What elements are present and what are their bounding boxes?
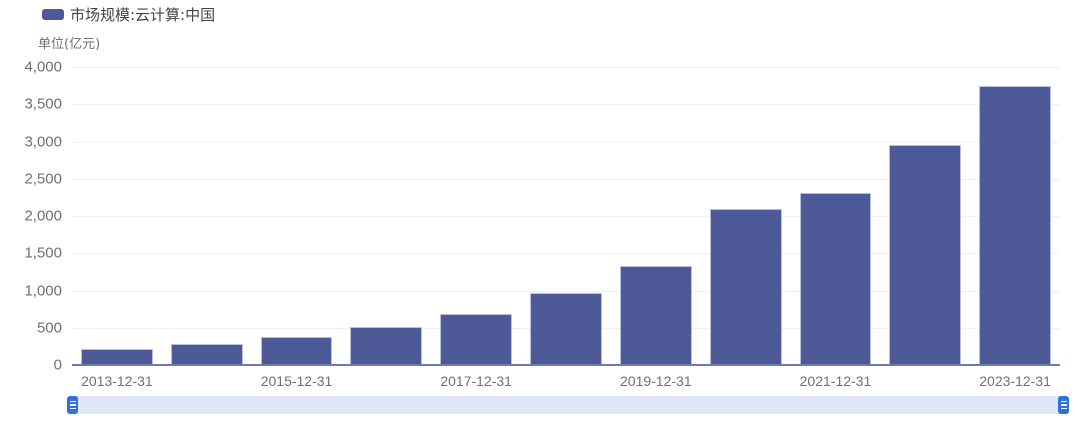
x-tick-label: 2021-12-31 bbox=[799, 373, 872, 389]
y-tick-label: 2,500 bbox=[24, 170, 62, 188]
bar-2016-12-31[interactable] bbox=[350, 327, 423, 365]
bar-2018-12-31[interactable] bbox=[530, 293, 602, 365]
bar-2014-12-31[interactable] bbox=[170, 344, 243, 365]
x-axis-line bbox=[72, 364, 1060, 366]
y-tick-label: 1,000 bbox=[24, 282, 62, 299]
y-axis-unit-label: 单位(亿元) bbox=[38, 37, 101, 52]
gridline bbox=[72, 216, 1060, 217]
bar-2019-12-31[interactable] bbox=[619, 265, 692, 365]
legend-label: 市场规模:云计算:中国 bbox=[70, 6, 216, 24]
y-tick-label: 4,000 bbox=[24, 58, 62, 76]
x-tick-label: 2017-12-31 bbox=[440, 373, 512, 389]
gridline bbox=[72, 179, 1060, 180]
bar-2022-12-31[interactable] bbox=[889, 145, 962, 365]
bar-2015-12-31[interactable] bbox=[260, 337, 333, 365]
legend-swatch bbox=[42, 9, 64, 20]
gridline bbox=[72, 253, 1060, 254]
gridline bbox=[72, 291, 1060, 292]
legend-item[interactable]: 市场规模:云计算:中国 bbox=[42, 4, 215, 25]
bar-2021-12-31[interactable] bbox=[799, 192, 872, 365]
x-tick-label: 2019-12-31 bbox=[620, 373, 692, 389]
gridline bbox=[72, 67, 1060, 68]
y-tick-label: 3,500 bbox=[24, 95, 62, 113]
y-tick-label: 2,000 bbox=[24, 207, 62, 225]
x-tick-label: 2023-12-31 bbox=[979, 373, 1051, 389]
gridline bbox=[72, 142, 1060, 143]
gridline bbox=[72, 104, 1060, 105]
datazoom-handle-left[interactable] bbox=[67, 396, 78, 414]
bar-2017-12-31[interactable] bbox=[440, 313, 513, 365]
x-tick-label: 2013-12-31 bbox=[81, 373, 153, 389]
datazoom-handle-right[interactable] bbox=[1058, 396, 1069, 414]
bar-2013-12-31[interactable] bbox=[80, 349, 153, 365]
y-tick-label: 1,500 bbox=[24, 244, 62, 262]
bar-2020-12-31[interactable] bbox=[709, 209, 782, 365]
bar-2023-12-31[interactable] bbox=[979, 85, 1051, 365]
y-tick-label: 3,000 bbox=[24, 133, 62, 150]
x-tick-label: 2015-12-31 bbox=[260, 373, 333, 389]
y-tick-label: 0 bbox=[53, 356, 62, 374]
y-tick-label: 500 bbox=[36, 319, 62, 337]
datazoom-slider[interactable] bbox=[72, 396, 1064, 414]
